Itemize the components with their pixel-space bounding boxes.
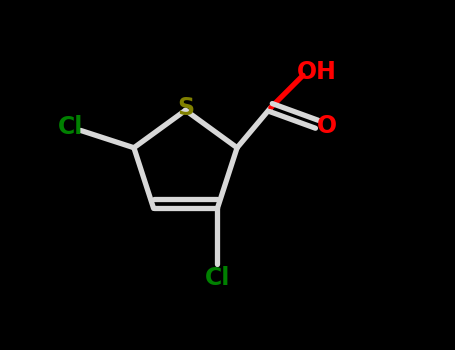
Text: S: S [177,97,194,120]
Text: O: O [317,114,338,138]
Text: OH: OH [297,60,337,84]
Text: Cl: Cl [57,115,83,139]
Text: Cl: Cl [205,266,230,290]
